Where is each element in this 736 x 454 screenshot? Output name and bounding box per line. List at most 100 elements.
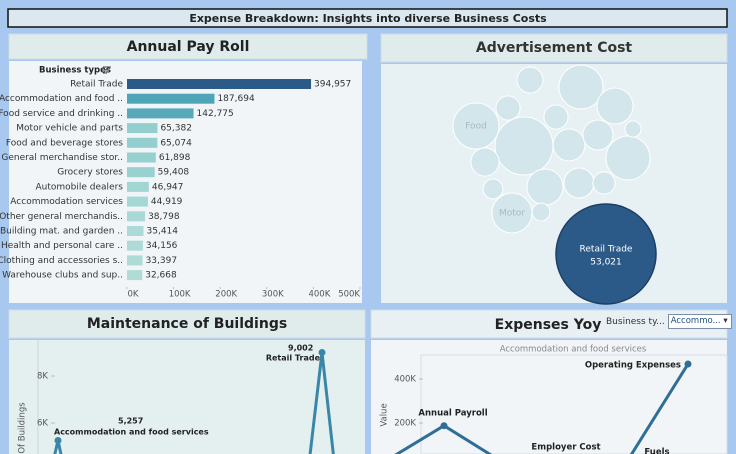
dashboard-title: Expense Breakdown: Insights into diverse… — [189, 12, 547, 25]
category-label: Food service and drinking .. — [0, 109, 123, 119]
bar — [127, 123, 158, 134]
category-label: Clothing and accessories s.. — [0, 256, 123, 266]
point — [440, 422, 448, 430]
panel-body — [9, 340, 365, 454]
value-label: 38,798 — [148, 212, 180, 222]
bubble — [552, 128, 586, 162]
bubble-label: Motor — [499, 209, 525, 219]
filter-dropdown[interactable]: Accommo... — [667, 314, 732, 329]
panel-title: Maintenance of Buildings — [87, 316, 287, 332]
point-label: Annual Payroll — [418, 409, 487, 419]
value-label: 5,257 — [118, 417, 143, 426]
value-label: 32,668 — [145, 271, 177, 281]
x-tick-label: 300K — [262, 290, 284, 300]
plot-area: 6K 8K 5,257 Accommodation and food services… — [37, 344, 335, 454]
value-label: 46,947 — [152, 182, 184, 192]
bubble — [495, 95, 521, 121]
y-tick-label: 200K — [394, 419, 416, 429]
bubble — [482, 178, 504, 200]
bar — [127, 108, 194, 119]
bar — [127, 137, 158, 148]
category-label: Warehouse clubs and sup.. — [2, 271, 123, 281]
panel-title: Annual Pay Roll — [127, 39, 250, 55]
bubble — [555, 203, 657, 305]
point-label: Retail Trade — [266, 354, 321, 363]
point — [54, 436, 62, 444]
bubble-value: 53,021 — [590, 258, 622, 268]
bar — [127, 226, 144, 236]
bar — [127, 240, 143, 251]
value-label: 35,414 — [147, 227, 179, 237]
value-label: 34,156 — [146, 241, 178, 251]
panel-title: Expenses Yoy — [495, 317, 602, 333]
point — [684, 360, 692, 368]
category-label: Health and personal care .. — [1, 241, 123, 251]
filter-label: Business ty... — [606, 316, 665, 327]
sort-icon[interactable] — [103, 66, 111, 74]
category-label: Motor vehicle and parts — [16, 124, 123, 134]
column-header: Business types — [39, 66, 111, 76]
value-label: 142,775 — [197, 109, 234, 119]
bubble — [558, 64, 604, 110]
bar — [127, 152, 156, 163]
value-label: 44,919 — [151, 197, 183, 207]
line — [394, 363, 690, 454]
bubble — [494, 116, 554, 176]
bar — [127, 167, 155, 178]
bubble — [582, 119, 614, 151]
value-label: 187,694 — [217, 94, 254, 104]
bar — [127, 93, 215, 104]
x-tick-label: 500K — [338, 290, 360, 300]
panel-header — [380, 33, 728, 63]
bar — [127, 196, 148, 207]
panel-title: Advertisement Cost — [476, 40, 633, 56]
value-label: 61,898 — [159, 153, 191, 163]
y-tick-label: 400K — [394, 375, 416, 385]
x-tick-label: 400K — [308, 290, 330, 300]
bubble — [470, 147, 500, 177]
bubble — [596, 87, 634, 125]
bar — [127, 211, 146, 222]
bar — [127, 255, 143, 266]
x-tick-label: 200K — [215, 290, 237, 300]
panel-header — [8, 309, 366, 339]
bubble — [452, 102, 500, 150]
bubble — [592, 171, 616, 195]
bubble — [543, 104, 569, 130]
category-label: Automobile dealers — [36, 182, 124, 192]
bar — [127, 270, 143, 281]
bubble — [563, 167, 595, 199]
category-label: Building mat. and garden .. — [0, 227, 123, 237]
category-label: Food and beverage stores — [6, 138, 123, 148]
bar — [127, 79, 312, 89]
category-label: General merchandise stor.. — [1, 153, 123, 163]
bar — [127, 181, 149, 192]
category-label: Accommodation and food .. — [0, 94, 123, 104]
value-label: 33,397 — [146, 256, 178, 266]
panel-header — [8, 33, 368, 60]
category-label: Accommodation services — [10, 197, 123, 207]
category-label: Retail Trade — [70, 80, 123, 90]
point-label: Accommodation and food services — [54, 428, 209, 437]
value-label: 9,002 — [288, 344, 313, 353]
value-label: 59,408 — [158, 168, 190, 178]
bubble — [526, 168, 564, 206]
point-label: Fuels — [644, 448, 669, 454]
category-label: Other general merchandis.. — [0, 212, 123, 222]
bubble — [531, 202, 551, 222]
plot-frame — [420, 354, 728, 454]
value-label: 65,074 — [160, 138, 192, 148]
subtitle: Accommodation and food services — [500, 345, 647, 355]
x-tick-label: 100K — [169, 290, 191, 300]
point-label: Operating Expenses — [585, 361, 681, 371]
bubble — [624, 120, 642, 138]
bubble-label: Food — [465, 122, 487, 132]
filter: Business ty... Accommo... — [606, 314, 732, 329]
point — [318, 348, 326, 356]
y-axis-label: Of Buildings — [18, 402, 28, 454]
y-axis-label: Value — [380, 403, 390, 426]
bubble-label: Retail Trade — [580, 245, 633, 255]
y-tick-label: 6K — [37, 419, 48, 429]
bubble — [516, 66, 544, 94]
